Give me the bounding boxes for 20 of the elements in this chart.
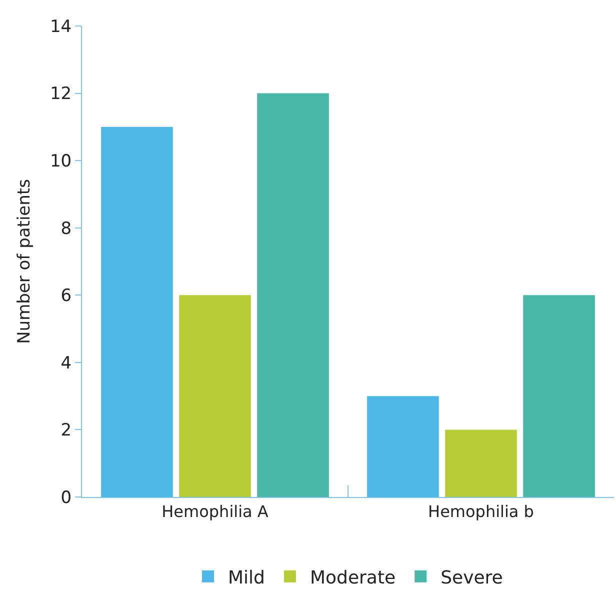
bar [523, 295, 595, 497]
y-axis-title: Number of patients [14, 178, 35, 344]
y-tick-label: 4 [60, 353, 72, 374]
bar [445, 430, 517, 497]
bar [367, 396, 439, 497]
y-tick-label: 8 [60, 218, 72, 239]
y-tick-label: 2 [60, 420, 72, 441]
legend-label: Mild [228, 567, 265, 588]
y-tick-label: 12 [50, 84, 72, 104]
x-tick-label: Hemophilia b [428, 502, 534, 522]
bar [101, 126, 173, 497]
y-tick-label: 10 [50, 152, 72, 172]
bar [179, 295, 251, 497]
y-tick-label: 14 [50, 16, 72, 37]
legend-label: Severe [440, 567, 503, 588]
legend-label: Moderate [310, 567, 396, 588]
x-tick-label: Hemophilia A [162, 502, 268, 522]
bar [257, 93, 329, 497]
y-tick-label: 0 [60, 488, 72, 508]
y-tick-label: 6 [60, 286, 72, 306]
